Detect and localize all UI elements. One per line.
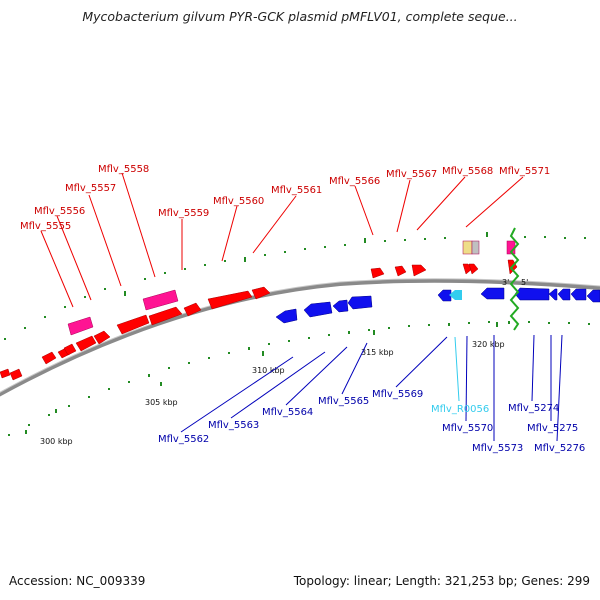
gene-label[interactable]: Mflv_5573 [472, 443, 523, 454]
gene-arrow [303, 301, 333, 318]
gene-arrow [370, 267, 385, 279]
misc-feature-box [462, 240, 473, 255]
gene-arrow [557, 288, 571, 301]
gene-arrow [332, 299, 349, 313]
gene-label[interactable]: Mflv_5558 [98, 164, 149, 175]
inner-tick-ring [8, 321, 590, 436]
accession-text: Accession: NC_009339 [9, 574, 146, 588]
map-title: Mycobacterium gilvum PYR-GCK plasmid pMF… [82, 9, 518, 24]
gene-arrow [93, 330, 111, 345]
linear-end-marker [509, 227, 520, 331]
gene-arrow [394, 265, 407, 277]
pseudo-gene-box [142, 289, 179, 311]
gene-arrow [75, 335, 97, 352]
scale-label: 300 kbp [40, 437, 73, 446]
gene-arrow [207, 290, 253, 310]
gene-arrow [0, 368, 11, 379]
five-prime-marker: 5' [521, 278, 528, 287]
gene-arrow [116, 314, 150, 335]
gene-label[interactable]: Mflv_5559 [158, 208, 209, 219]
gene-arrow [514, 287, 550, 301]
forward-genes [0, 259, 518, 381]
upper-leader-lines [40, 172, 524, 308]
gene-label[interactable]: Mflv_5567 [386, 169, 437, 180]
rna-gene-arrow [449, 290, 462, 300]
gene-label[interactable]: Mflv_5568 [442, 166, 493, 177]
gene-arrow [480, 287, 505, 300]
misc-feature-box [471, 240, 480, 255]
lower-labels: Mflv_5562 Mflv_5563 Mflv_5564 Mflv_5565 … [158, 389, 585, 454]
gene-arrow [41, 351, 57, 365]
gene-arrow [468, 263, 479, 275]
gene-label[interactable]: Mflv_5563 [208, 420, 259, 431]
gene-label[interactable]: Mflv_5566 [329, 176, 380, 187]
three-prime-marker: 3' [502, 278, 509, 287]
upper-labels: Mflv_5555 Mflv_5556 Mflv_5557 Mflv_5558 … [20, 164, 550, 232]
scale-label: 310 kbp [252, 366, 285, 375]
gene-label[interactable]: Mflv_5561 [271, 185, 322, 196]
rna-leader-line [454, 336, 460, 402]
backbone-highlight [0, 278, 600, 393]
scale-label: 315 kbp [361, 348, 394, 357]
gene-label[interactable]: Mflv_5276 [534, 443, 585, 454]
gene-label[interactable]: Mflv_5275 [527, 423, 578, 434]
lower-leader-lines [180, 334, 563, 442]
gene-label[interactable]: Mflv_5571 [499, 166, 550, 177]
scale-labels: 300 kbp 305 kbp 310 kbp 315 kbp 320 kbp [40, 340, 505, 446]
pseudo-gene-box [67, 316, 94, 336]
gene-arrow [411, 264, 427, 277]
gene-label[interactable]: Mflv_5274 [508, 403, 559, 414]
gene-label[interactable]: Mflv_5560 [213, 196, 264, 207]
gene-label[interactable]: Mflv_5569 [372, 389, 423, 400]
gene-arrow [586, 289, 600, 303]
genome-summary-text: Topology: linear; Length: 321,253 bp; Ge… [293, 574, 590, 588]
gene-label[interactable]: Mflv_5570 [442, 423, 493, 434]
reverse-genes [275, 287, 600, 324]
pseudo-genes [67, 240, 516, 336]
scale-label: 320 kbp [472, 340, 505, 349]
gene-label[interactable]: Mflv_5555 [20, 221, 71, 232]
gene-arrow [63, 343, 77, 356]
gene-label[interactable]: Mflv_5562 [158, 434, 209, 445]
gene-arrow [251, 286, 271, 300]
gene-arrow [148, 306, 183, 326]
gene-arrow [548, 288, 558, 301]
gene-label[interactable]: Mflv_5556 [34, 206, 85, 217]
gene-arrow [570, 288, 587, 301]
gene-label[interactable]: Mflv_5557 [65, 183, 116, 194]
gene-arrow [183, 302, 202, 317]
gene-arrow [275, 308, 298, 324]
gene-arrow [9, 368, 23, 381]
gene-arrow [437, 289, 452, 302]
backbone-arc [0, 278, 600, 397]
gene-label[interactable]: Mflv_5564 [262, 407, 313, 418]
gene-arrow [347, 295, 373, 310]
gene-label[interactable]: Mflv_R0056 [431, 404, 489, 415]
gene-label[interactable]: Mflv_5565 [318, 396, 369, 407]
outer-tick-ring [4, 232, 586, 340]
scale-label: 305 kbp [145, 398, 178, 407]
